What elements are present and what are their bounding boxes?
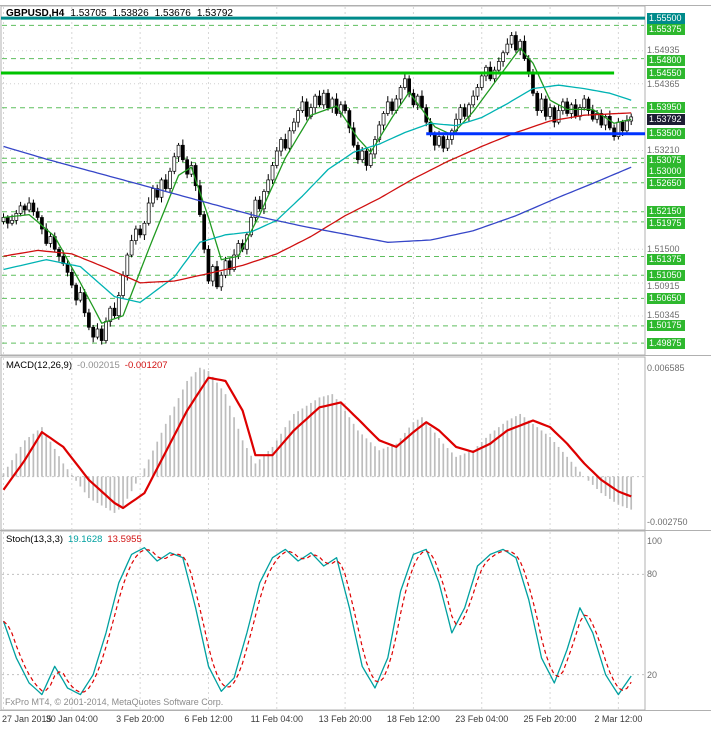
price-level-badge: 1.55375 bbox=[647, 24, 685, 36]
stoch-scale-label: 20 bbox=[647, 669, 658, 680]
macd-name: MACD(12,26,9) bbox=[6, 360, 72, 371]
price-level-badge: 1.49875 bbox=[647, 337, 685, 349]
stoch-scale[interactable]: 100 80 20 bbox=[647, 0, 711, 732]
chart-ohlc-title: GBPUSD,H4 1.53705 1.53826 1.53676 1.53792 bbox=[6, 8, 239, 19]
price-level-badge: 1.52150 bbox=[647, 206, 685, 218]
price-level-badge: 1.51050 bbox=[647, 269, 685, 281]
price-level-badge: 1.52650 bbox=[647, 177, 685, 189]
stoch-indicator-label: Stoch(13,3,3) 19.1628 13.5955 bbox=[6, 534, 142, 545]
price-level-badge: 1.55500 bbox=[647, 12, 685, 24]
macd-indicator-label: MACD(12,26,9) -0.002015 -0.001207 bbox=[6, 360, 168, 371]
high-value: 1.53826 bbox=[112, 8, 149, 19]
close-value: 1.53792 bbox=[196, 8, 233, 19]
symbol-timeframe: GBPUSD,H4 bbox=[6, 8, 65, 19]
price-grid-label: 1.50915 bbox=[647, 281, 680, 292]
macd-main-value: -0.002015 bbox=[77, 360, 120, 371]
stoch-scale-label: 100 bbox=[647, 536, 663, 546]
stoch-main-value: 19.1628 bbox=[68, 534, 103, 545]
price-grid-label: 1.51500 bbox=[647, 243, 680, 254]
price-grid-label: 1.53210 bbox=[647, 144, 680, 155]
macd-signal-value: -0.001207 bbox=[124, 360, 168, 371]
price-level-badge: 1.53950 bbox=[647, 102, 685, 114]
price-level-badge: 1.54800 bbox=[647, 55, 685, 67]
price-grid-label: 1.54935 bbox=[647, 45, 680, 56]
copyright-text: FxPro MT4, © 2001-2014, MetaQuotes Softw… bbox=[5, 697, 224, 707]
macd-scale[interactable]: 0.006585 -0.002750 bbox=[647, 0, 711, 732]
price-level-badge: 1.51375 bbox=[647, 253, 685, 265]
stoch-scale-label: 80 bbox=[647, 569, 658, 580]
low-value: 1.53676 bbox=[154, 8, 191, 19]
price-level-badge: 1.53000 bbox=[647, 166, 685, 178]
open-value: 1.53705 bbox=[70, 8, 107, 19]
current-price-badge: 1.53792 bbox=[647, 113, 685, 125]
price-level-badge: 1.53500 bbox=[647, 128, 685, 140]
price-level-badge: 1.50650 bbox=[647, 292, 685, 304]
macd-scale-label: -0.002750 bbox=[647, 517, 688, 527]
price-scale[interactable]: 1.55500 1.55375 1.54935 1.54800 1.54550 1.543… bbox=[647, 0, 711, 732]
price-level-badge: 1.53075 bbox=[647, 154, 685, 166]
price-level-badge: 1.50175 bbox=[647, 320, 685, 332]
price-grid-label: 1.50345 bbox=[647, 310, 680, 321]
stoch-signal-value: 13.5955 bbox=[107, 534, 142, 545]
price-level-badge: 1.54550 bbox=[647, 67, 685, 79]
price-level-badge: 1.51975 bbox=[647, 217, 685, 229]
stoch-name: Stoch(13,3,3) bbox=[6, 534, 64, 545]
macd-scale-label: 0.006585 bbox=[647, 363, 685, 373]
price-grid-label: 1.54365 bbox=[647, 79, 680, 90]
